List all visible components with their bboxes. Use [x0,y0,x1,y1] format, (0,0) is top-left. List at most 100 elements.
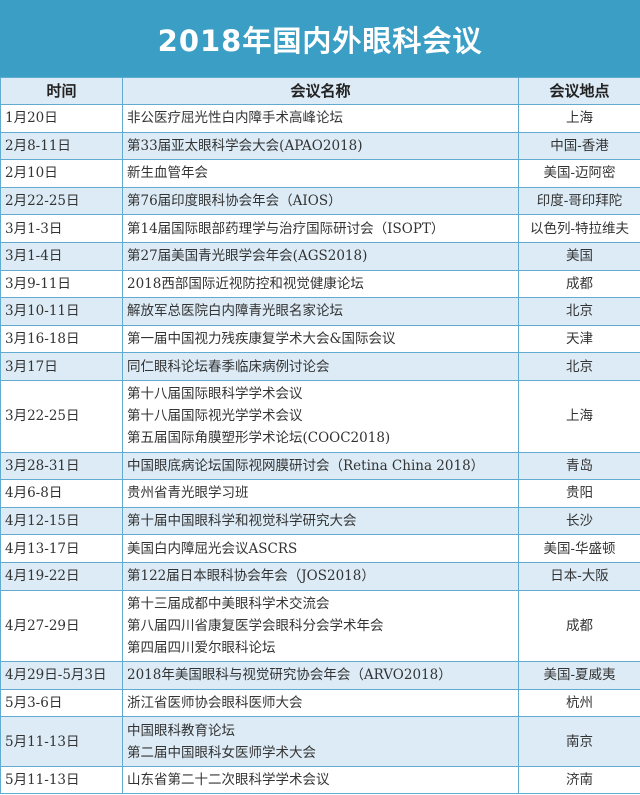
cell-date: 3月28-31日 [0,451,123,481]
cell-name: 第27届美国青光眼学会年会(AGS2018) [122,241,519,271]
conference-name: 中国眼底病论坛国际视网膜研讨会（Retina China 2018） [127,457,485,474]
conference-name: 第14届国际眼部药理学与治疗国际研讨会（ISOPT） [127,220,445,237]
header-name: 会议名称 [122,77,519,105]
table-row: 3月9-11日 2018西部国际近视防控和视觉健康论坛 成都 [0,269,640,299]
cell-place: 美国-夏威夷 [518,661,640,690]
conference-name: 第27届美国青光眼学会年会(AGS2018) [127,248,368,265]
conference-name: 美国白内障屈光会议ASCRS [127,540,298,557]
table-row: 5月11-13日 中国眼科教育论坛 第二届中国眼科女医师学术大会 南京 [0,716,640,767]
table-row: 5月3-6日 浙江省医师协会眼科医师大会 杭州 [0,688,640,718]
cell-name: 同仁眼科论坛春季临床病例讨论会 [122,352,519,381]
conference-name: 第十三届成都中美眼科学术交流会 [127,595,330,612]
cell-date: 2月22-25日 [0,186,123,216]
cell-name: 新生血管年会 [122,159,519,188]
table-row: 2月8-11日 第33届亚太眼科学会大会(APAO2018) 中国-香港 [0,131,640,161]
conference-name: 同仁眼科论坛春季临床病例讨论会 [127,358,330,375]
conference-name: 第四届四川爱尔眼科论坛 [127,639,276,656]
conference-name: 解放军总医院白内障青光眼名家论坛 [127,303,343,320]
cell-place: 美国 [518,241,640,271]
cell-place: 美国-华盛顿 [518,534,640,563]
table-row: 4月19-22日 第122届日本眼科协会年会（JOS2018） 日本-大阪 [0,561,640,591]
table-row: 4月29日-5月3日 2018年美国眼科与视觉研究协会年会（ARVO2018） 美国… [0,661,640,690]
conference-name: 贵州省青光眼学习班 [127,485,249,502]
conference-name: 第122届日本眼科协会年会（JOS2018） [127,568,375,585]
cell-name: 2018西部国际近视防控和视觉健康论坛 [122,269,519,299]
table-row: 3月17日 同仁眼科论坛春季临床病例讨论会 北京 [0,352,640,381]
table-row: 2月22-25日 第76届印度眼科协会年会（AIOS） 印度-哥印拜陀 [0,186,640,216]
cell-date: 5月3-6日 [0,688,123,718]
cell-date: 5月11-13日 [0,716,123,767]
conference-name: 第二届中国眼科女医师学术大会 [127,744,316,761]
cell-date: 2月8-11日 [0,131,123,161]
cell-name: 第122届日本眼科协会年会（JOS2018） [122,561,519,591]
conference-name: 第十八届国际视光学学术会议 [127,408,303,425]
table-row: 4月6-8日 贵州省青光眼学习班 贵阳 [0,479,640,508]
cell-name: 非公医疗屈光性白内障手术高峰论坛 [122,104,519,133]
table-row: 4月27-29日 第十三届成都中美眼科学术交流会第八届四川省康复医学会眼科分会学术… [0,589,640,663]
table-row: 3月10-11日 解放军总医院白内障青光眼名家论坛 北京 [0,297,640,326]
cell-name: 第33届亚太眼科学会大会(APAO2018) [122,131,519,161]
cell-name: 中国眼底病论坛国际视网膜研讨会（Retina China 2018） [122,451,519,481]
page-title: 2018年国内外眼科会议 [0,0,640,77]
cell-date: 5月11-13日 [0,765,123,795]
conference-name: 第八届四川省康复医学会眼科分会学术年会 [127,617,384,634]
cell-name: 2018年美国眼科与视觉研究协会年会（ARVO2018） [122,661,519,690]
cell-place: 贵阳 [518,479,640,508]
conference-name: 浙江省医师协会眼科医师大会 [127,694,303,711]
cell-place: 青岛 [518,451,640,481]
table-row: 5月11-13日 山东省第二十二次眼科学学术会议 济南 [0,765,640,795]
table-row: 3月28-31日 中国眼底病论坛国际视网膜研讨会（Retina China 201… [0,451,640,481]
table-row: 3月16-18日 第一届中国视力残疾康复学术大会&国际会议 天津 [0,324,640,354]
table-row: 2月10日 新生血管年会 美国-迈阿密 [0,159,640,188]
cell-place: 印度-哥印拜陀 [518,186,640,216]
cell-name: 美国白内障屈光会议ASCRS [122,534,519,563]
table-row: 1月20日 非公医疗屈光性白内障手术高峰论坛 上海 [0,104,640,133]
cell-date: 3月22-25日 [0,379,123,453]
cell-date: 2月10日 [0,159,123,188]
conference-name: 中国眼科教育论坛 [127,722,235,739]
cell-name: 第14届国际眼部药理学与治疗国际研讨会（ISOPT） [122,214,519,243]
cell-place: 杭州 [518,688,640,718]
cell-place: 美国-迈阿密 [518,159,640,188]
table-row: 3月22-25日 第十八届国际眼科学学术会议 第十八届国际视光学学术会议 第五届国际角… [0,379,640,453]
cell-date: 3月1-4日 [0,241,123,271]
cell-name: 第十八届国际眼科学学术会议 第十八届国际视光学学术会议 第五届国际角膜塑形学术论坛(… [122,379,519,453]
cell-place: 成都 [518,589,640,663]
cell-date: 4月27-29日 [0,589,123,663]
table-row: 3月1-3日 第14届国际眼部药理学与治疗国际研讨会（ISOPT） 以色列-特拉维夫 [0,214,640,243]
cell-date: 3月1-3日 [0,214,123,243]
conference-name: 第33届亚太眼科学会大会(APAO2018) [127,137,363,154]
cell-place: 上海 [518,104,640,133]
cell-place: 北京 [518,297,640,326]
header-row: 时间 会议名称 会议地点 [0,77,640,105]
table-row: 3月1-4日 第27届美国青光眼学会年会(AGS2018) 美国 [0,241,640,271]
cell-date: 1月20日 [0,104,123,133]
conference-name: 第十届中国眼科学和视觉科学研究大会 [127,513,357,530]
conference-name: 非公医疗屈光性白内障手术高峰论坛 [127,110,343,127]
cell-name: 第十三届成都中美眼科学术交流会第八届四川省康复医学会眼科分会学术年会 第四届四川爱… [122,589,519,663]
table-row: 4月12-15日 第十届中国眼科学和视觉科学研究大会 长沙 [0,506,640,536]
cell-name: 山东省第二十二次眼科学学术会议 [122,765,519,795]
conference-name: 2018年美国眼科与视觉研究协会年会（ARVO2018） [127,667,452,684]
cell-place: 天津 [518,324,640,354]
cell-date: 3月16-18日 [0,324,123,354]
cell-place: 成都 [518,269,640,299]
cell-date: 4月29日-5月3日 [0,661,123,690]
conference-name: 2018西部国际近视防控和视觉健康论坛 [127,275,364,292]
cell-name: 中国眼科教育论坛第二届中国眼科女医师学术大会 [122,716,519,767]
table-row: 4月13-17日 美国白内障屈光会议ASCRS 美国-华盛顿 [0,534,640,563]
cell-place: 济南 [518,765,640,795]
cell-date: 4月12-15日 [0,506,123,536]
cell-place: 上海 [518,379,640,453]
cell-place: 中国-香港 [518,131,640,161]
header-place: 会议地点 [518,77,640,105]
conference-name: 新生血管年会 [127,165,208,182]
cell-place: 日本-大阪 [518,561,640,591]
conference-table: 时间 会议名称 会议地点 1月20日 非公医疗屈光性白内障手术高峰论坛 上海 2月8-… [0,77,640,795]
cell-place: 以色列-特拉维夫 [518,214,640,243]
cell-name: 贵州省青光眼学习班 [122,479,519,508]
cell-place: 南京 [518,716,640,767]
cell-name: 解放军总医院白内障青光眼名家论坛 [122,297,519,326]
cell-place: 北京 [518,352,640,381]
cell-place: 长沙 [518,506,640,536]
